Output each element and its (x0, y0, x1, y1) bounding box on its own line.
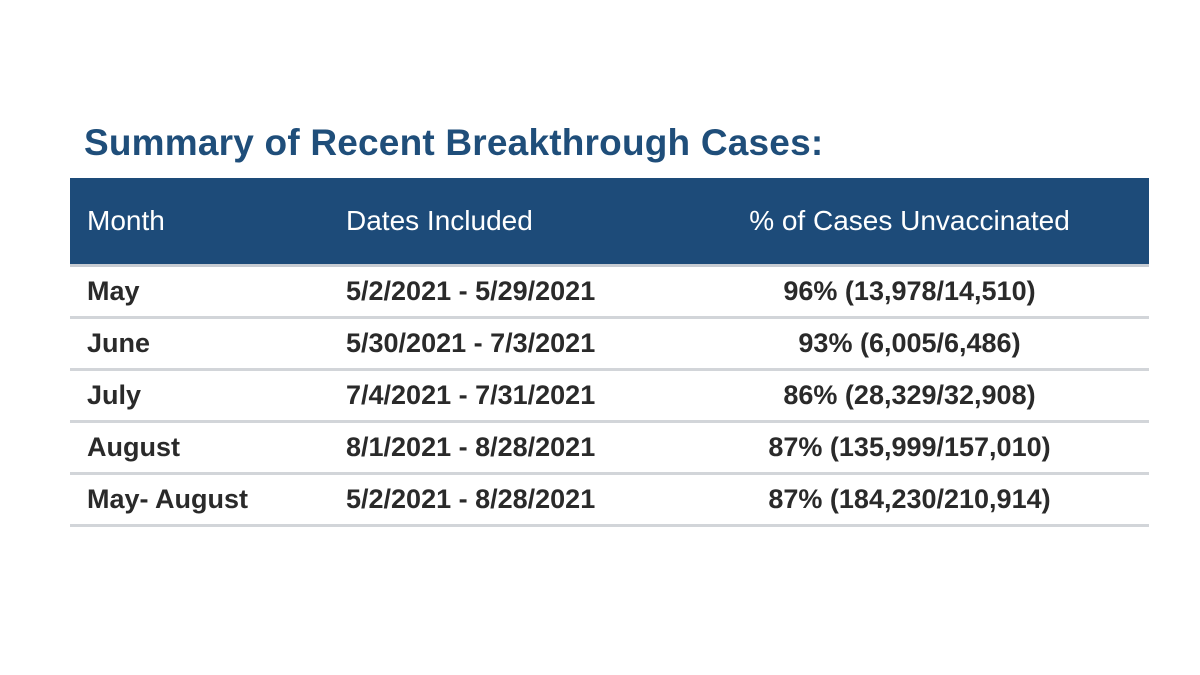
dates-cell: 5/2/2021 - 8/28/2021 (328, 473, 670, 527)
percent-cell: 96% (13,978/14,510) (670, 265, 1149, 319)
table-header: Month Dates Included % of Cases Unvaccin… (70, 178, 1149, 267)
percent-cell: 87% (135,999/157,010) (670, 421, 1149, 475)
table-body: May 5/2/2021 - 5/29/2021 96% (13,978/14,… (70, 265, 1149, 527)
header-row: Month Dates Included % of Cases Unvaccin… (70, 178, 1149, 267)
dates-cell: 5/2/2021 - 5/29/2021 (328, 265, 670, 319)
table-row: May 5/2/2021 - 5/29/2021 96% (13,978/14,… (70, 265, 1149, 319)
percent-cell: 87% (184,230/210,914) (670, 473, 1149, 527)
table-row: May- August 5/2/2021 - 8/28/2021 87% (18… (70, 473, 1149, 527)
column-header-percent-unvaccinated: % of Cases Unvaccinated (670, 178, 1149, 267)
month-cell: May (70, 265, 328, 319)
column-header-dates-included: Dates Included (328, 178, 670, 267)
table-row: July 7/4/2021 - 7/31/2021 86% (28,329/32… (70, 369, 1149, 423)
month-cell: May- August (70, 473, 328, 527)
dates-cell: 5/30/2021 - 7/3/2021 (328, 317, 670, 371)
page-title: Summary of Recent Breakthrough Cases: (84, 122, 824, 163)
dates-cell: 7/4/2021 - 7/31/2021 (328, 369, 670, 423)
column-header-month: Month (70, 178, 328, 267)
table-row: August 8/1/2021 - 8/28/2021 87% (135,999… (70, 421, 1149, 475)
month-cell: July (70, 369, 328, 423)
table-row: June 5/30/2021 - 7/3/2021 93% (6,005/6,4… (70, 317, 1149, 371)
percent-cell: 86% (28,329/32,908) (670, 369, 1149, 423)
dates-cell: 8/1/2021 - 8/28/2021 (328, 421, 670, 475)
month-cell: August (70, 421, 328, 475)
percent-cell: 93% (6,005/6,486) (670, 317, 1149, 371)
breakthrough-cases-table: Month Dates Included % of Cases Unvaccin… (70, 178, 1149, 527)
month-cell: June (70, 317, 328, 371)
